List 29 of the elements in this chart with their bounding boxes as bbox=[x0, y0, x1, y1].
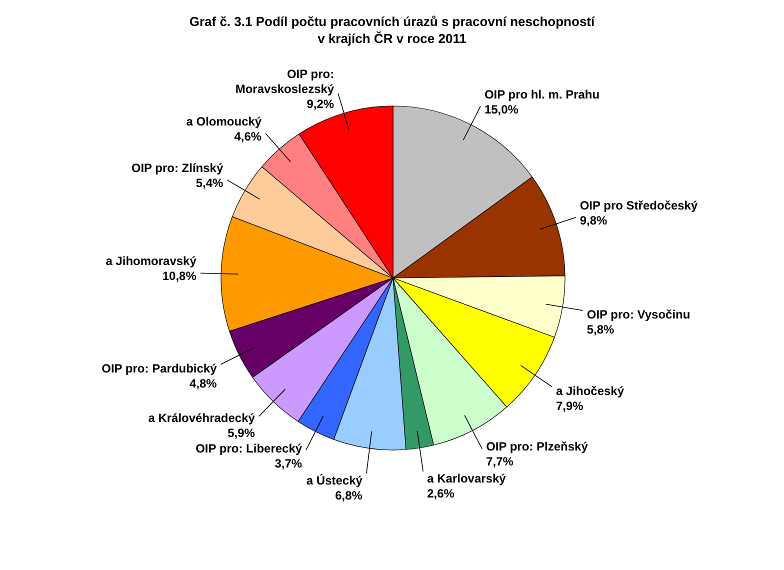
data-label: 6,8% bbox=[335, 488, 363, 503]
slice-label: a Ústecký bbox=[306, 474, 363, 488]
chart-title: Graf č. 3.1 Podíl počtu pracovních úrazů s pracovní neschopností v krajích ČR v roce 2011 bbox=[189, 14, 596, 46]
data-label: 5,4% bbox=[196, 176, 224, 190]
data-label: 7,9% bbox=[556, 398, 584, 413]
data-label: 2,6% bbox=[427, 486, 455, 501]
slice-label: a Karlovarský bbox=[427, 472, 506, 486]
data-label: 9,8% bbox=[580, 213, 608, 228]
data-label: 7,7% bbox=[486, 454, 514, 469]
data-label: 4,8% bbox=[189, 376, 218, 390]
data-label: 15,0% bbox=[484, 102, 519, 116]
data-label: 3,7% bbox=[274, 456, 302, 471]
slice-label: OIP pro: Zlínský bbox=[131, 160, 224, 175]
slice-label: OIP pro: Pardubický bbox=[102, 361, 218, 376]
slice-label: OIP pro: Moravskoslezský bbox=[235, 66, 334, 96]
data-label: 4,6% bbox=[234, 130, 262, 144]
slice-label: OIP pro: Plzeňský bbox=[486, 440, 588, 454]
slice-label: a Jihomoravský bbox=[106, 254, 197, 268]
data-label: 5,8% bbox=[586, 322, 615, 337]
data-label: 5,9% bbox=[228, 426, 256, 440]
slice-label: OIP pro hl. m. Prahu bbox=[484, 87, 600, 102]
slice-label: a Olomoucký bbox=[186, 114, 262, 128]
slice-label: a Královéhradecký bbox=[148, 410, 256, 425]
slice-label: OIP pro: Liberecký bbox=[196, 442, 302, 456]
slice-label: OIP pro Středočeský bbox=[580, 198, 698, 212]
slice-label: OIP pro: Vysočinu bbox=[586, 308, 690, 322]
data-label: 9,2% bbox=[306, 96, 334, 111]
data-label: 10,8% bbox=[162, 269, 197, 284]
slice-label: a Jihočeský bbox=[556, 384, 624, 398]
